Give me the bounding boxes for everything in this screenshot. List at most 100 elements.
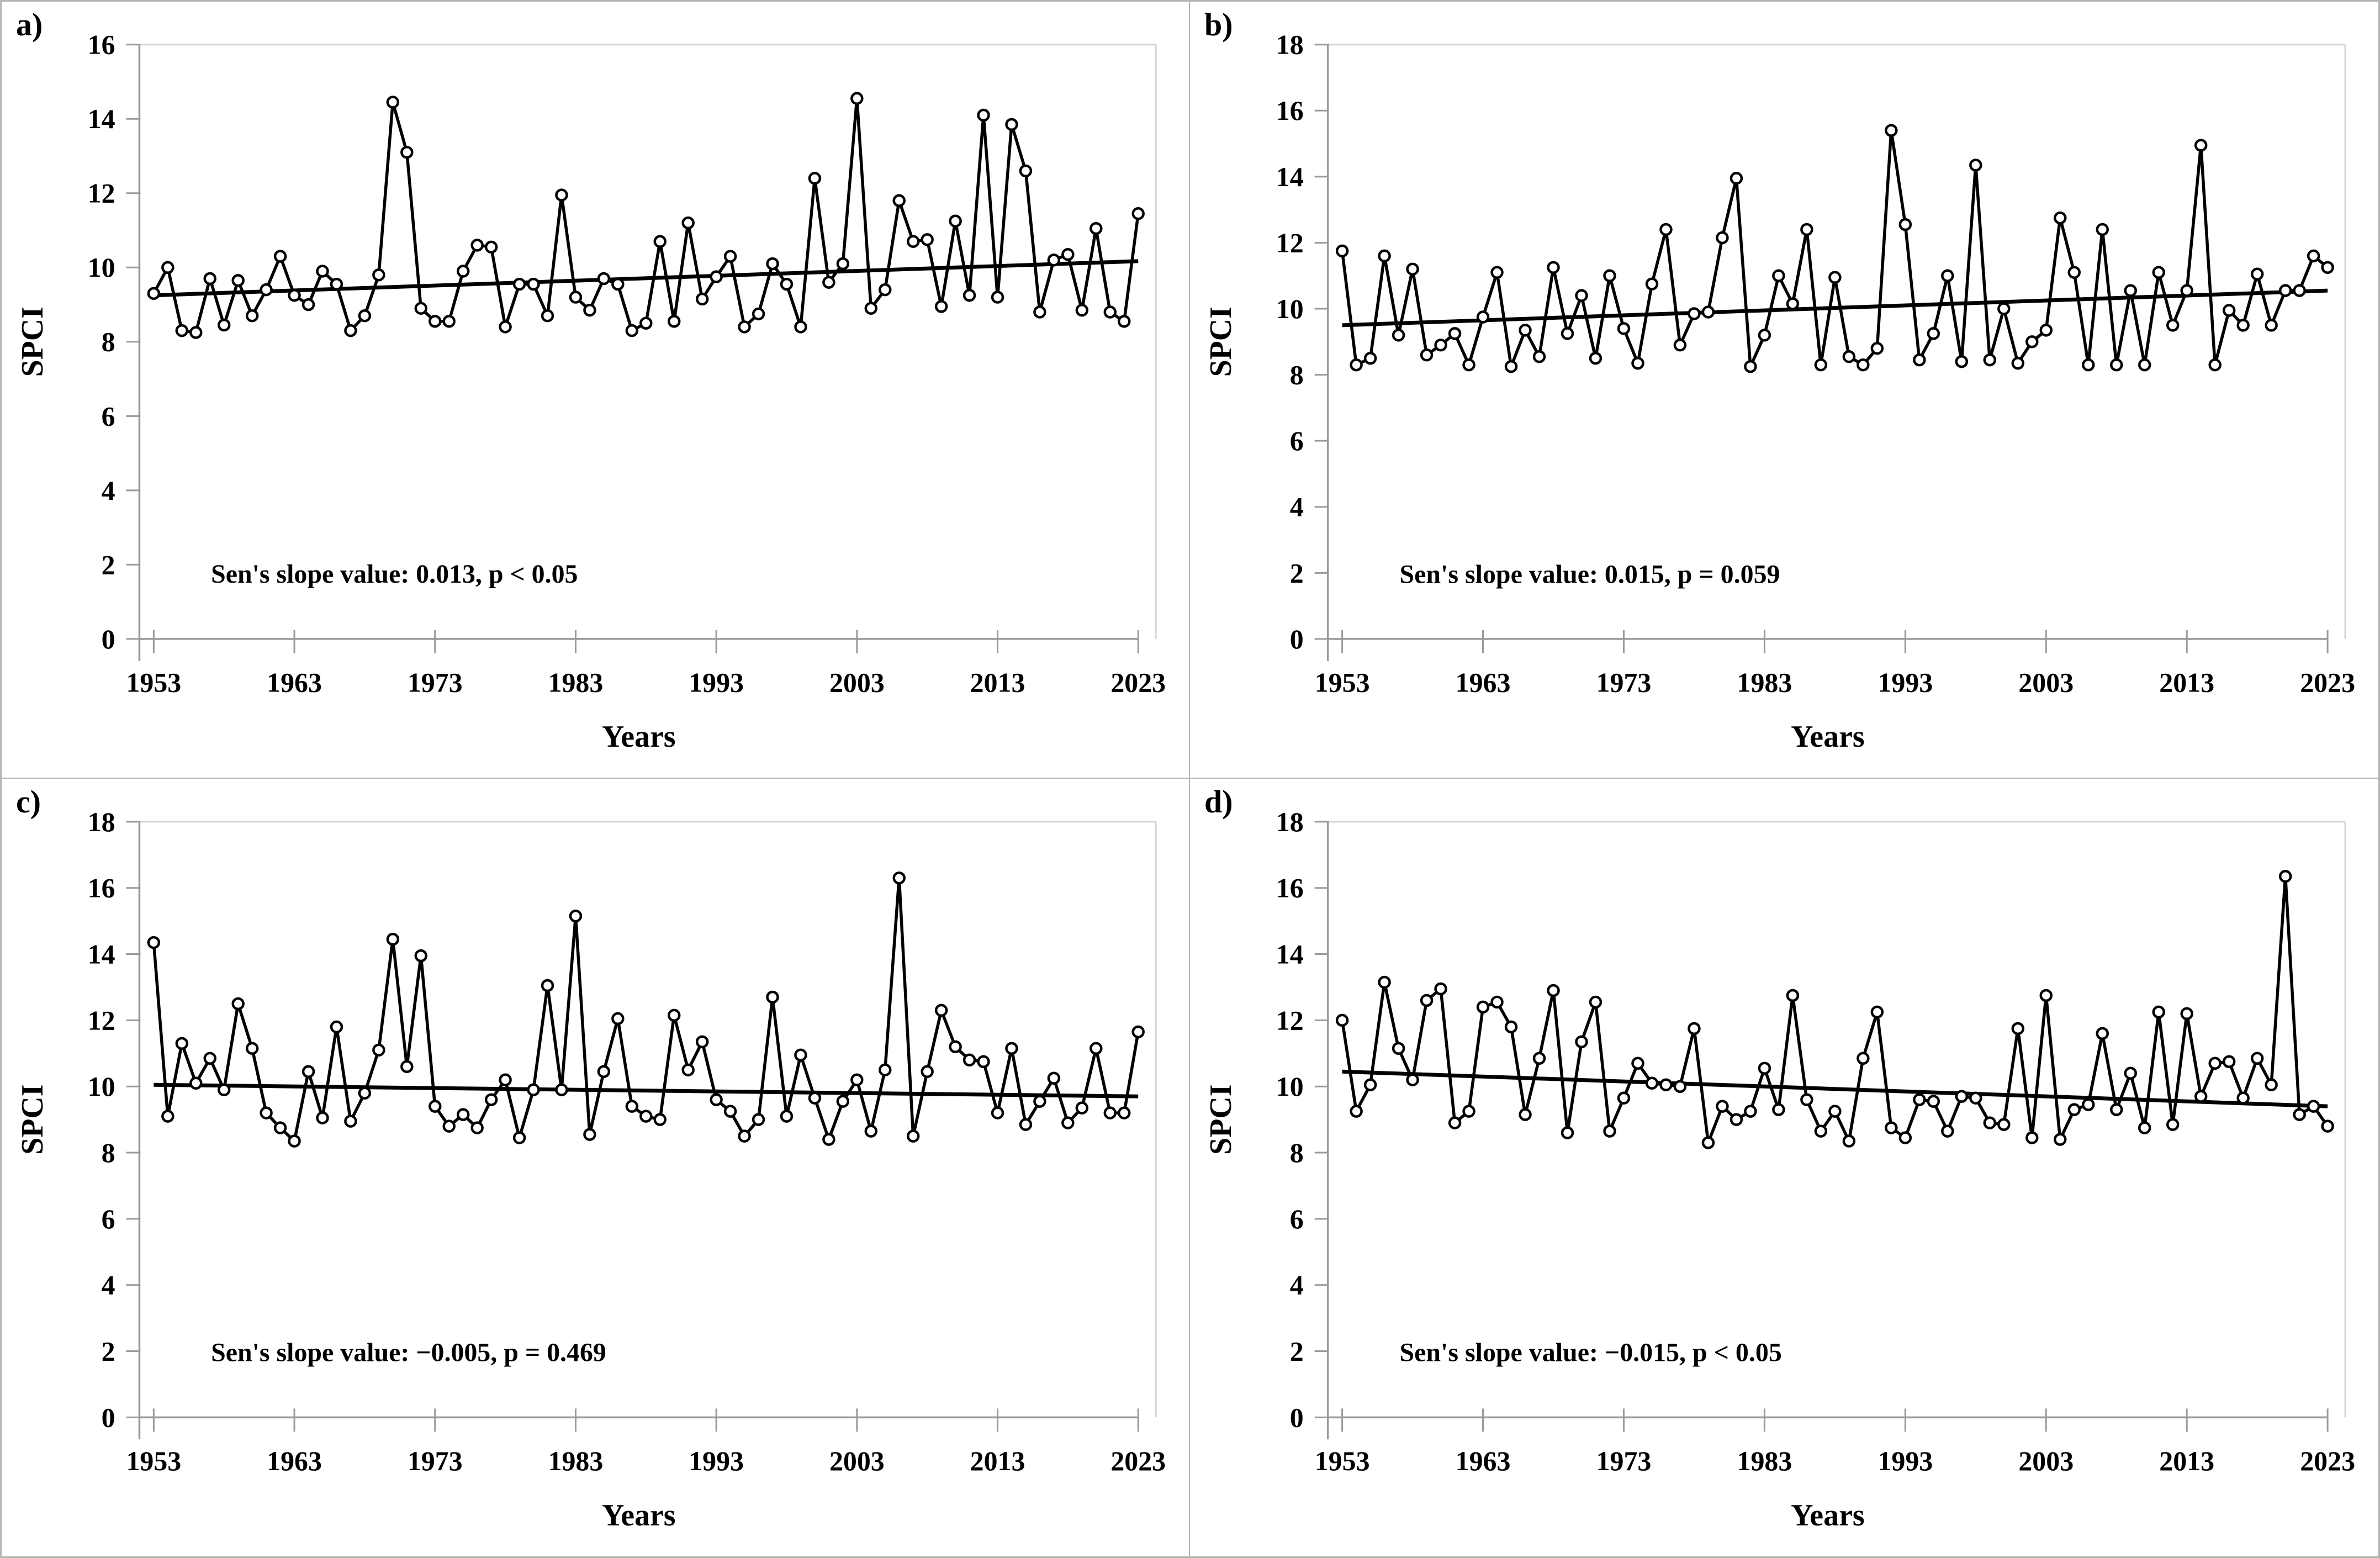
x-tick-label: 2013 bbox=[970, 668, 1025, 698]
data-point-marker bbox=[738, 320, 751, 334]
data-point-marker bbox=[1392, 1042, 1405, 1055]
data-point-marker bbox=[245, 1042, 259, 1055]
data-point-marker bbox=[1519, 1108, 1532, 1121]
data-point-marker bbox=[991, 291, 1004, 304]
data-point-marker bbox=[175, 1037, 189, 1050]
x-tick-label: 1963 bbox=[267, 668, 322, 698]
data-point-marker bbox=[1005, 1042, 1018, 1055]
x-tick-label: 1973 bbox=[408, 668, 463, 698]
data-point-marker bbox=[1350, 358, 1363, 372]
data-point-marker bbox=[2067, 266, 2081, 279]
data-point-marker bbox=[1969, 159, 1982, 172]
data-point-marker bbox=[1800, 1093, 1813, 1106]
data-point-marker bbox=[1941, 1124, 1954, 1138]
data-point-marker bbox=[1955, 1090, 1969, 1103]
data-point-marker bbox=[1828, 271, 1842, 284]
data-point-marker bbox=[1800, 223, 1813, 236]
y-tick-label: 10 bbox=[88, 1071, 115, 1102]
data-point-marker bbox=[1983, 353, 1997, 367]
data-point-marker bbox=[695, 292, 709, 306]
y-tick-label: 18 bbox=[1276, 807, 1304, 837]
panel-a: a) 0 2 4 6 8 10 12 14 16 1953 1963 1973 1983 1993 2003… bbox=[2, 2, 1190, 779]
y-tick-label: 18 bbox=[88, 807, 115, 837]
spci-series-line bbox=[152, 97, 1140, 334]
x-tick-label: 1993 bbox=[689, 668, 744, 698]
data-point-marker bbox=[2236, 319, 2250, 332]
data-point-marker bbox=[1603, 269, 1616, 282]
data-point-marker bbox=[555, 1083, 568, 1096]
data-point-marker bbox=[1885, 1121, 1898, 1134]
x-tick-label: 1963 bbox=[1456, 668, 1511, 698]
data-point-marker bbox=[2096, 1027, 2109, 1041]
data-point-marker bbox=[1335, 244, 1349, 258]
data-point-marker bbox=[217, 1083, 231, 1096]
y-tick-label: 10 bbox=[1276, 294, 1304, 324]
data-point-marker bbox=[1730, 1113, 1743, 1126]
data-point-marker bbox=[780, 277, 794, 291]
data-point-marker bbox=[1547, 261, 1560, 274]
data-point-marker bbox=[386, 932, 400, 946]
data-point-marker bbox=[836, 257, 850, 271]
data-point-marker bbox=[2025, 335, 2039, 348]
data-point-marker bbox=[1772, 269, 1785, 282]
x-tick-label: 1993 bbox=[689, 1446, 744, 1476]
data-point-marker bbox=[822, 276, 835, 289]
y-tick-label: 8 bbox=[102, 327, 115, 357]
panel-b: b) 0 2 4 6 8 10 12 14 16 18 1953 1963 1973 1983 1993 20… bbox=[1190, 2, 2378, 779]
data-point-marker bbox=[175, 324, 189, 337]
data-point-marker bbox=[527, 1083, 540, 1096]
data-point-marker bbox=[850, 92, 864, 105]
spci-line-chart-d: 0 2 4 6 8 10 12 14 16 18 1953 1963 1973 1983 1993 2003 2… bbox=[1204, 807, 2355, 1533]
data-point-marker bbox=[569, 291, 583, 304]
data-point-marker bbox=[555, 188, 568, 202]
y-tick-label: 16 bbox=[1276, 96, 1304, 126]
data-point-marker bbox=[273, 1121, 287, 1134]
y-tick-label: 14 bbox=[88, 104, 115, 134]
data-point-marker bbox=[1898, 1131, 1912, 1144]
data-point-marker bbox=[541, 979, 554, 992]
x-tick-label: 1963 bbox=[267, 1446, 322, 1476]
data-point-marker bbox=[1701, 1136, 1715, 1149]
data-point-marker bbox=[1406, 262, 1419, 276]
data-point-marker bbox=[1350, 1105, 1363, 1118]
x-tick-label: 2003 bbox=[829, 1446, 885, 1476]
data-point-marker bbox=[442, 315, 456, 328]
y-tick-label: 2 bbox=[102, 1336, 115, 1366]
data-point-marker bbox=[217, 318, 231, 332]
data-point-marker bbox=[583, 1128, 596, 1141]
x-tick-label: 1973 bbox=[408, 1446, 463, 1476]
y-tick-label: 2 bbox=[1290, 1337, 1304, 1367]
panel-letter-b: b) bbox=[1204, 7, 1233, 43]
x-tick-label: 2003 bbox=[2018, 1446, 2074, 1476]
data-point-marker bbox=[1898, 218, 1912, 231]
data-point-marker bbox=[1462, 358, 1475, 372]
data-point-marker bbox=[1645, 1076, 1659, 1090]
y-tick-label: 6 bbox=[1290, 426, 1304, 456]
data-point-marker bbox=[260, 1106, 273, 1119]
data-point-marker bbox=[372, 1043, 385, 1057]
data-point-marker bbox=[1617, 322, 1631, 335]
data-point-marker bbox=[1118, 1106, 1131, 1119]
x-tick-label: 1953 bbox=[1315, 1446, 1370, 1476]
data-point-marker bbox=[695, 1035, 709, 1049]
data-point-marker bbox=[330, 1020, 343, 1034]
sens-slope-annotation: Sen's slope value: 0.015, p = 0.059 bbox=[1399, 559, 1780, 589]
x-tick-label: 1983 bbox=[1737, 668, 1792, 698]
data-point-marker bbox=[442, 1119, 456, 1133]
data-point-marker bbox=[1997, 1118, 2011, 1131]
data-point-marker bbox=[1659, 1078, 1673, 1091]
data-point-marker bbox=[1378, 249, 1391, 263]
data-point-marker bbox=[1047, 1071, 1061, 1085]
data-point-marker bbox=[1462, 1105, 1475, 1118]
data-point-marker bbox=[1983, 1116, 1997, 1129]
x-tick-label: 2003 bbox=[829, 668, 885, 698]
data-point-marker bbox=[1786, 297, 1800, 310]
data-point-marker bbox=[2124, 284, 2137, 297]
data-point-marker bbox=[189, 326, 203, 339]
x-tick-label: 1963 bbox=[1456, 1446, 1511, 1476]
data-point-marker bbox=[2250, 1052, 2264, 1065]
data-point-marker bbox=[2082, 358, 2095, 372]
data-point-marker bbox=[1061, 1116, 1075, 1129]
data-point-marker bbox=[1927, 327, 1940, 340]
data-point-marker bbox=[1716, 231, 1729, 245]
